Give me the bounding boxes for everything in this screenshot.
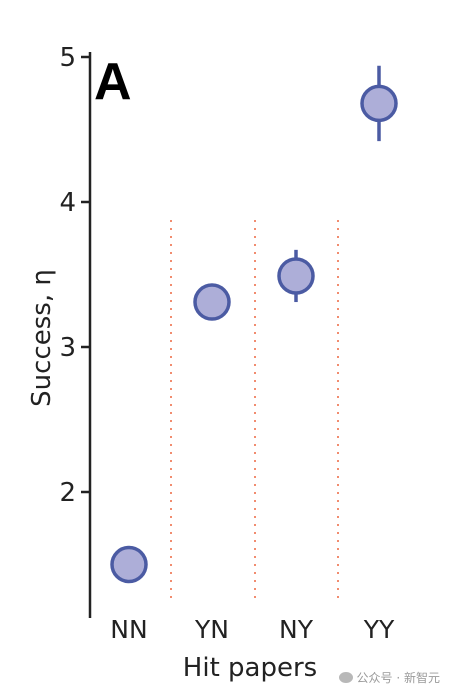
data-point-NN	[110, 545, 148, 584]
wechat-icon	[338, 672, 353, 683]
data-point-YY	[360, 84, 398, 123]
y-ticks: 2 3 4 5	[59, 43, 90, 508]
y-axis-title: Success, η	[27, 269, 57, 407]
x-category-label-YN: YN	[194, 615, 229, 644]
x-category-label-NN: NN	[110, 615, 147, 644]
panel-label: A	[94, 53, 132, 111]
data-point-YN	[193, 283, 231, 321]
y-tick-label-2: 2	[59, 478, 76, 508]
y-tick-label-5: 5	[59, 43, 76, 73]
data-points	[110, 84, 398, 584]
watermark-text: 公众号 · 新智元	[356, 671, 440, 685]
y-tick-label-4: 4	[59, 188, 76, 218]
watermark: 公众号 · 新智元	[338, 669, 440, 686]
x-axis-title: Hit papers	[183, 653, 317, 683]
x-category-labels: NN YN NY YY	[110, 615, 395, 644]
x-category-label-YY: YY	[363, 615, 395, 644]
data-point-NY	[277, 257, 315, 295]
x-category-label-NY: NY	[279, 615, 314, 644]
y-tick-label-3: 3	[59, 333, 76, 363]
